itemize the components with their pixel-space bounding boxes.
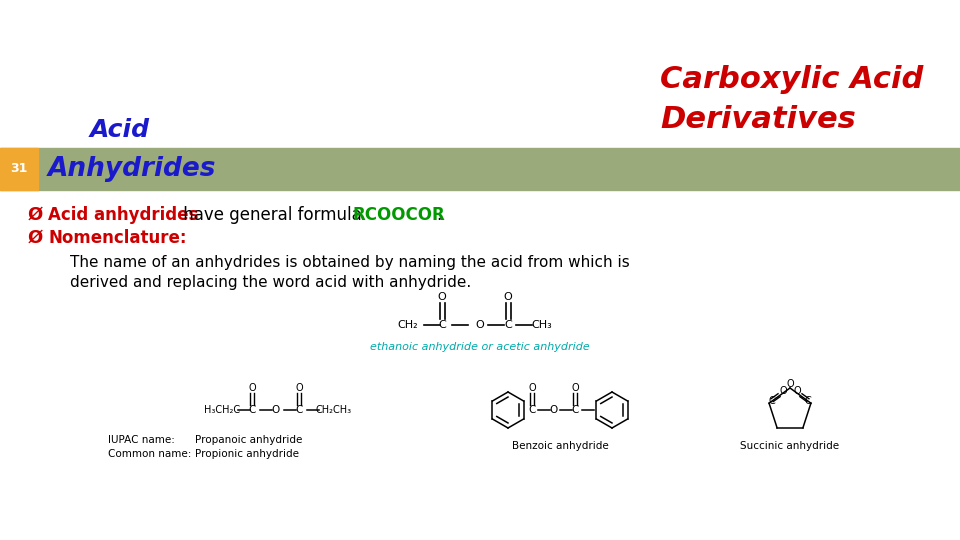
Text: O: O: [295, 383, 302, 393]
Text: O: O: [786, 379, 794, 389]
Text: Anhydrides: Anhydrides: [48, 156, 217, 182]
Text: C: C: [769, 396, 776, 406]
Text: Nomenclature:: Nomenclature:: [48, 229, 186, 247]
Text: O: O: [504, 292, 513, 302]
Text: Succinic anhydride: Succinic anhydride: [740, 441, 840, 451]
Text: O: O: [528, 383, 536, 393]
Text: Ø: Ø: [28, 206, 43, 224]
Text: C: C: [804, 396, 811, 406]
Bar: [0, 148, 38, 190]
Text: CH₂: CH₂: [397, 320, 419, 330]
Text: O: O: [793, 386, 801, 396]
Text: C: C: [296, 405, 302, 415]
Text: Propanoic anhydride: Propanoic anhydride: [195, 435, 302, 445]
Text: C: C: [528, 405, 536, 415]
Text: O: O: [475, 320, 485, 330]
Text: Carboxylic Acid: Carboxylic Acid: [660, 65, 924, 94]
Text: O: O: [272, 405, 280, 415]
Text: C: C: [571, 405, 579, 415]
Text: C: C: [438, 320, 445, 330]
Bar: [0, 148, 960, 190]
Text: O: O: [249, 383, 255, 393]
Text: O: O: [571, 383, 579, 393]
Text: .: .: [436, 206, 442, 224]
Text: O: O: [550, 405, 558, 415]
Text: ethanoic anhydride or acetic anhydride: ethanoic anhydride or acetic anhydride: [371, 342, 589, 352]
Text: Benzoic anhydride: Benzoic anhydride: [512, 441, 609, 451]
Text: RCOOCOR: RCOOCOR: [352, 206, 444, 224]
Text: Acid anhydrides: Acid anhydrides: [48, 206, 199, 224]
Text: O: O: [438, 292, 446, 302]
Text: 31: 31: [11, 163, 28, 176]
Text: CH₂CH₃: CH₂CH₃: [316, 405, 352, 415]
Text: have general formula: have general formula: [178, 206, 367, 224]
Text: O: O: [780, 386, 787, 396]
Text: C: C: [249, 405, 255, 415]
Text: Common name:: Common name:: [108, 449, 191, 459]
Text: Derivatives: Derivatives: [660, 105, 855, 134]
Text: Ø: Ø: [28, 229, 43, 247]
Text: Propionic anhydride: Propionic anhydride: [195, 449, 299, 459]
Text: C: C: [504, 320, 512, 330]
Text: derived and replacing the word acid with anhydride.: derived and replacing the word acid with…: [70, 274, 471, 289]
Text: The name of an anhydrides is obtained by naming the acid from which is: The name of an anhydrides is obtained by…: [70, 254, 630, 269]
Text: IUPAC name:: IUPAC name:: [108, 435, 175, 445]
Text: Acid: Acid: [90, 118, 150, 142]
Text: H₃CH₂C: H₃CH₂C: [204, 405, 240, 415]
Text: CH₃: CH₃: [532, 320, 552, 330]
